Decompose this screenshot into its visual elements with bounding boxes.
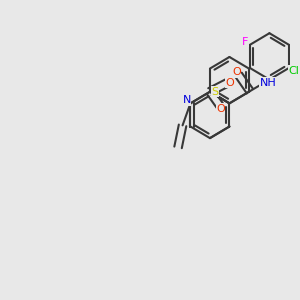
Text: Cl: Cl <box>289 66 299 76</box>
Text: O: O <box>225 78 234 88</box>
Text: S: S <box>212 87 219 97</box>
Text: O: O <box>216 104 225 114</box>
Text: N: N <box>182 95 191 105</box>
Text: NH: NH <box>260 77 276 88</box>
Text: F: F <box>242 37 248 47</box>
Text: O: O <box>232 67 241 77</box>
